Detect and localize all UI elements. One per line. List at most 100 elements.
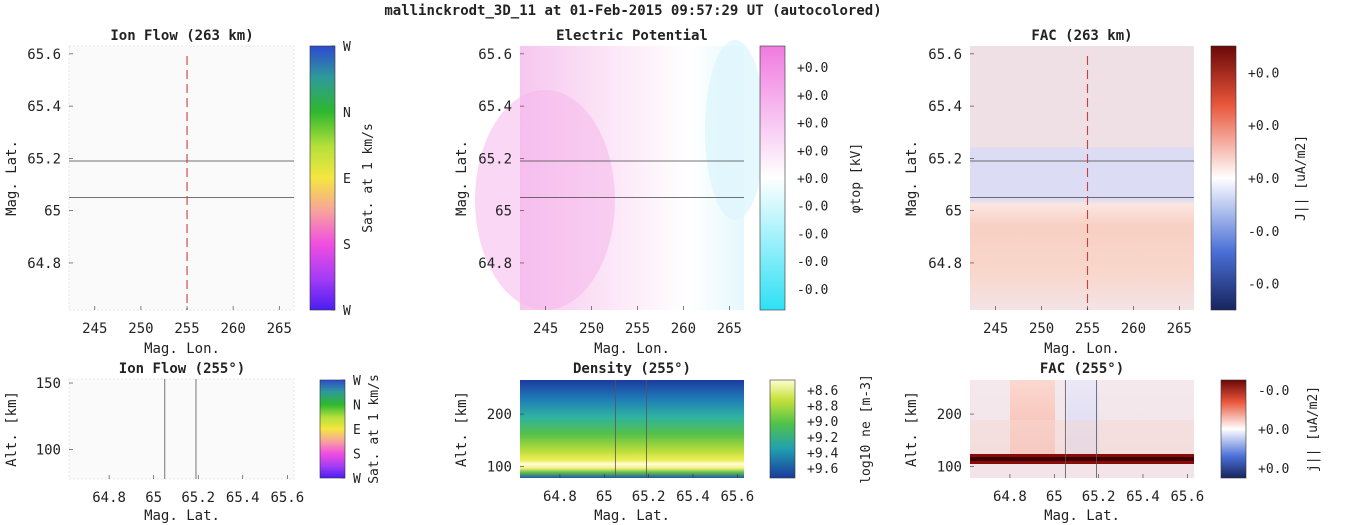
x-tick-label: 265 <box>1167 321 1192 337</box>
x-tick-label: 64.8 <box>543 489 577 505</box>
colorbar-tick-label: -0.0 <box>797 283 828 298</box>
colorbar-tick-label: +0.0 <box>797 172 828 187</box>
y-tick-label: 100 <box>487 459 512 475</box>
fac-side-shading <box>970 420 1194 455</box>
y-tick-label: 65 <box>495 204 512 220</box>
y-axis-label: Alt. [km] <box>904 391 920 467</box>
plot-area <box>68 378 295 480</box>
colorbar-tick-label: -0.0 <box>1248 225 1279 240</box>
colorbar-tick-label: S <box>353 448 361 463</box>
colorbar-tick-label: +0.0 <box>1248 66 1279 81</box>
colorbar <box>759 45 786 311</box>
y-tick-label: 65.2 <box>478 151 512 167</box>
colorbar-tick-label: -0.0 <box>1248 278 1279 293</box>
y-tick-label: 65.6 <box>27 47 61 63</box>
plot-area <box>68 45 295 311</box>
colorbar-tick-label: -0.0 <box>1258 384 1289 399</box>
colorbar-label: J|| [uA/m2] <box>1294 135 1309 221</box>
colorbar-tick-label: -0.0 <box>797 227 828 242</box>
x-tick-label: 65.6 <box>270 490 304 506</box>
panel-density-bottom: Density (255°) 64.8 65 65.2 65.4 65.6 100 200 +… <box>454 361 874 524</box>
x-tick-label: 65.4 <box>1126 489 1160 505</box>
x-tick-label: 65 <box>1046 489 1063 505</box>
fac-current-sheet-core <box>970 457 1194 461</box>
y-tick-label: 65.4 <box>928 99 962 115</box>
potential-pink-lobe <box>475 90 615 310</box>
x-tick-label: 65.4 <box>226 490 260 506</box>
y-tick-label: 65.4 <box>27 99 61 115</box>
x-tick-label: 65.2 <box>1082 489 1116 505</box>
y-tick-label: 64.8 <box>27 256 61 272</box>
x-tick-label: 250 <box>128 321 153 337</box>
colorbar-tick-label: N <box>353 399 361 414</box>
y-axis-label: Mag. Lat. <box>4 140 20 216</box>
colorbar-tick-label: +0.0 <box>797 61 828 76</box>
y-axis-label: Alt. [km] <box>4 391 20 467</box>
plot-area <box>520 380 744 478</box>
x-axis-label: Mag. Lat. <box>144 508 220 524</box>
plot-area <box>970 46 1194 310</box>
x-tick-label: 245 <box>983 321 1008 337</box>
x-tick-label: 65.6 <box>720 489 754 505</box>
colorbar-tick-label: +8.6 <box>807 384 838 399</box>
figure-title: mallinckrodt_3D_11 at 01-Feb-2015 09:57:… <box>384 3 881 19</box>
colorbar <box>309 45 336 311</box>
colorbar-tick-label: +9.2 <box>807 431 838 446</box>
x-tick-label: 64.8 <box>993 489 1027 505</box>
colorbar-tick-label: +9.0 <box>807 415 838 430</box>
panel-title: Ion Flow (263 km) <box>110 28 253 44</box>
y-tick-label: 65.6 <box>478 47 512 63</box>
panel-potential-top: Electric Potential 245 250 255 260 265 64.8 65… <box>454 28 864 357</box>
colorbar-tick-label: +9.6 <box>807 462 838 477</box>
colorbar-tick-label: -0.0 <box>797 255 828 270</box>
colorbar-tick-label: +0.0 <box>797 144 828 159</box>
colorbar-tick-label: E <box>353 423 361 438</box>
panel-ion-flow-bottom: Ion Flow (255°) 64.8 65 65.2 65.4 65.6 100 150… <box>4 361 382 524</box>
x-tick-label: 65.6 <box>1170 489 1204 505</box>
x-axis-label: Mag. Lon. <box>144 341 220 357</box>
panel-fac-bottom: FAC (255°) 64.8 65 65.2 65.4 65.6 100 200 -0.0 +… <box>904 361 1321 524</box>
colorbar-tick-label: +0.0 <box>1258 423 1289 438</box>
colorbar-label: j|| [uA/m2] <box>1306 386 1321 472</box>
y-tick-label: 64.8 <box>478 256 512 272</box>
y-tick-label: 64.8 <box>928 256 962 272</box>
x-axis-label: Mag. Lon. <box>1044 341 1120 357</box>
colorbar-tick-label: +0.0 <box>797 89 828 104</box>
y-tick-label: 150 <box>36 376 61 392</box>
y-tick-label: 65.6 <box>928 47 962 63</box>
x-tick-label: 64.8 <box>92 490 126 506</box>
x-tick-label: 255 <box>625 321 650 337</box>
x-tick-label: 250 <box>579 321 604 337</box>
x-tick-label: 250 <box>1029 321 1054 337</box>
colorbar-tick-label: +9.4 <box>807 447 838 462</box>
colorbar-label: φtop [kV] <box>849 143 864 213</box>
colorbar-tick-label: W <box>343 40 351 55</box>
x-tick-label: 65.2 <box>181 490 215 506</box>
panel-title: FAC (255°) <box>1040 361 1124 377</box>
colorbar-tick-label: W <box>353 472 361 487</box>
y-tick-label: 65.4 <box>478 99 512 115</box>
x-tick-label: 265 <box>717 321 742 337</box>
x-tick-label: 260 <box>1121 321 1146 337</box>
colorbar <box>1210 45 1237 311</box>
y-tick-label: 100 <box>937 459 962 475</box>
x-tick-label: 260 <box>220 321 245 337</box>
y-tick-label: 200 <box>487 407 512 423</box>
colorbar-tick-label: +0.0 <box>1248 119 1279 134</box>
y-tick-label: 200 <box>937 407 962 423</box>
colorbar-tick-label: +0.0 <box>1248 172 1279 187</box>
panel-title: Ion Flow (255°) <box>119 361 245 377</box>
y-tick-label: 65 <box>945 204 962 220</box>
panel-ion-flow-top: Ion Flow (263 km) 245 250 255 260 265 64.8 65 6… <box>4 28 376 357</box>
y-tick-label: 65.2 <box>27 151 61 167</box>
x-tick-label: 245 <box>533 321 558 337</box>
x-axis-label: Mag. Lat. <box>594 508 670 524</box>
y-axis-label: Mag. Lat. <box>454 140 470 216</box>
panel-title: Density (255°) <box>573 361 691 377</box>
x-axis-label: Mag. Lat. <box>1044 508 1120 524</box>
potential-cyan-lobe <box>705 40 765 220</box>
x-tick-label: 265 <box>267 321 292 337</box>
x-tick-label: 65.4 <box>676 489 710 505</box>
